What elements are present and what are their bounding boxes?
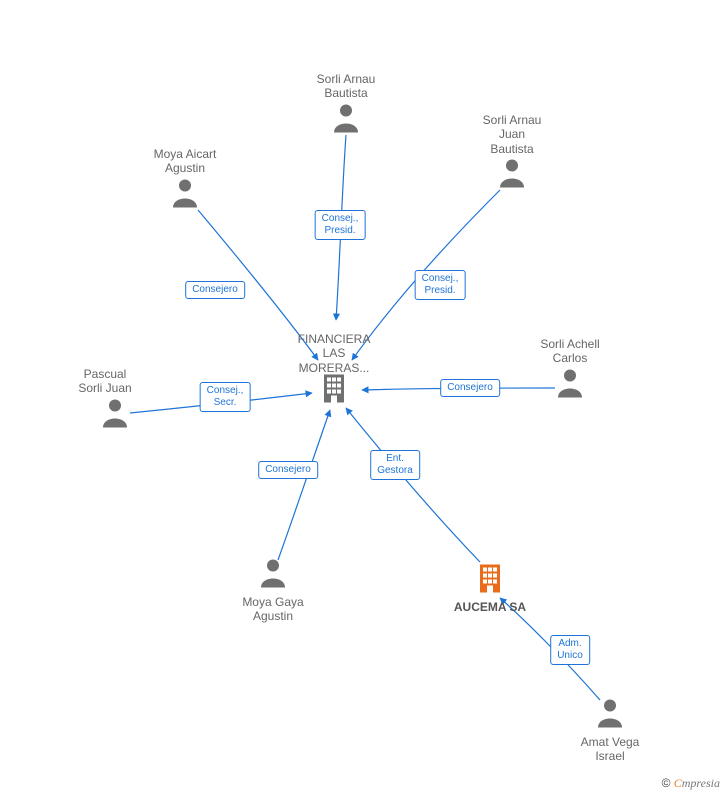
person-node-icon[interactable] [171,178,199,213]
node-label: Sorli Arnau Bautista [286,72,406,101]
copyright-symbol: © [662,776,671,790]
person-node-icon[interactable] [498,158,526,193]
edge [346,408,480,562]
edge-label: Consejero [258,461,318,479]
edge [278,410,330,560]
node-label: Moya Gaya Agustin [213,595,333,624]
edge-label: Ent. Gestora [370,450,420,480]
node-label: Moya Aicart Agustin [125,147,245,176]
edge-label: Consej., Presid. [415,270,466,300]
person-node-icon[interactable] [101,398,129,433]
edge-label: Consejero [185,281,245,299]
person-node-icon[interactable] [332,103,360,138]
edge-label: Consej., Presid. [315,210,366,240]
node-label: Sorli Achell Carlos [510,337,630,366]
node-label: Pascual Sorli Juan [45,367,165,396]
person-node-icon[interactable] [259,558,287,593]
watermark: © Cmpresia [662,776,720,791]
node-label: Sorli Arnau Juan Bautista [452,113,572,156]
company-node-icon[interactable] [321,373,347,408]
edge-label: Consej., Secr. [200,382,251,412]
edge-label: Consejero [440,379,500,397]
edge-label: Adm. Unico [550,635,590,665]
person-node-icon[interactable] [556,368,584,403]
company-node-icon[interactable] [477,563,503,598]
person-node-icon[interactable] [596,698,624,733]
brand-first-letter: C [674,776,682,790]
brand-rest: mpresia [682,776,720,790]
company-node-label: FINANCIERA LAS MORERAS... [274,332,394,375]
node-label: AUCEMA SA [430,600,550,614]
node-label: Amat Vega Israel [550,735,670,764]
